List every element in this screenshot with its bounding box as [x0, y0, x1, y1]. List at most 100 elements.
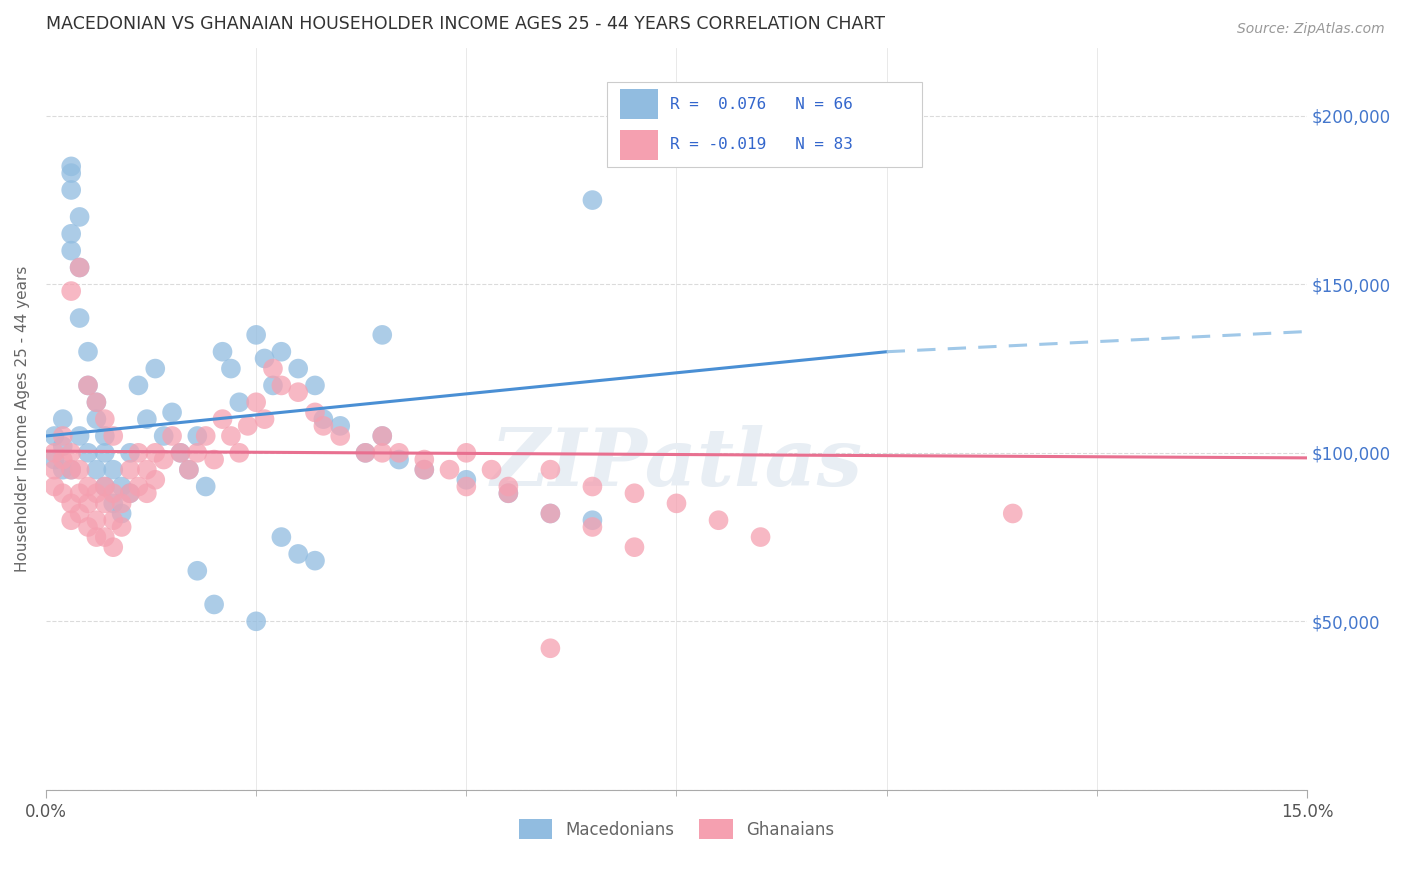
- Point: [312, 412, 335, 426]
- Text: R =  0.076   N = 66: R = 0.076 N = 66: [671, 96, 853, 112]
- Point: [245, 327, 267, 342]
- Legend: Macedonians, Ghanaians: Macedonians, Ghanaians: [512, 813, 841, 846]
- Point: [371, 327, 394, 342]
- Point: [439, 463, 461, 477]
- Point: [94, 412, 117, 426]
- Point: [498, 486, 520, 500]
- Point: [245, 615, 267, 629]
- Point: [52, 412, 75, 426]
- Point: [219, 361, 242, 376]
- Point: [111, 496, 134, 510]
- Point: [44, 479, 66, 493]
- Point: [60, 227, 83, 241]
- Point: [94, 496, 117, 510]
- Point: [103, 486, 125, 500]
- Point: [456, 446, 478, 460]
- Point: [86, 395, 108, 409]
- Point: [538, 641, 561, 656]
- Point: [69, 429, 91, 443]
- Point: [60, 244, 83, 258]
- Point: [143, 361, 166, 376]
- Point: [69, 210, 91, 224]
- Point: [77, 344, 100, 359]
- Point: [77, 378, 100, 392]
- Point: [1001, 507, 1024, 521]
- Point: [143, 473, 166, 487]
- Point: [94, 446, 117, 460]
- Point: [211, 412, 233, 426]
- Point: [245, 395, 267, 409]
- Point: [202, 452, 225, 467]
- Point: [135, 463, 157, 477]
- Point: [194, 479, 217, 493]
- Point: [160, 405, 183, 419]
- Point: [135, 486, 157, 500]
- Point: [371, 429, 394, 443]
- Point: [304, 554, 326, 568]
- Point: [749, 530, 772, 544]
- Y-axis label: Householder Income Ages 25 - 44 years: Householder Income Ages 25 - 44 years: [15, 266, 30, 573]
- Point: [60, 463, 83, 477]
- Point: [143, 446, 166, 460]
- Point: [304, 405, 326, 419]
- Point: [270, 530, 292, 544]
- Point: [111, 520, 134, 534]
- Point: [219, 429, 242, 443]
- Point: [86, 412, 108, 426]
- Point: [253, 351, 276, 366]
- Point: [228, 395, 250, 409]
- Point: [304, 378, 326, 392]
- Point: [177, 463, 200, 477]
- Point: [413, 452, 436, 467]
- Point: [354, 446, 377, 460]
- Point: [538, 507, 561, 521]
- Point: [44, 429, 66, 443]
- Point: [236, 418, 259, 433]
- Point: [103, 463, 125, 477]
- Point: [111, 479, 134, 493]
- Point: [413, 463, 436, 477]
- Point: [69, 486, 91, 500]
- Point: [262, 361, 284, 376]
- Point: [202, 598, 225, 612]
- Point: [581, 193, 603, 207]
- Point: [211, 344, 233, 359]
- Point: [581, 520, 603, 534]
- Point: [186, 429, 208, 443]
- Point: [538, 463, 561, 477]
- Point: [228, 446, 250, 460]
- Point: [665, 496, 688, 510]
- Point: [103, 540, 125, 554]
- FancyBboxPatch shape: [607, 82, 922, 167]
- Point: [86, 513, 108, 527]
- Point: [60, 284, 83, 298]
- Point: [329, 418, 352, 433]
- Point: [581, 513, 603, 527]
- Point: [253, 412, 276, 426]
- Point: [118, 486, 141, 500]
- Point: [152, 429, 174, 443]
- Point: [103, 496, 125, 510]
- Point: [413, 463, 436, 477]
- Point: [707, 513, 730, 527]
- Text: Source: ZipAtlas.com: Source: ZipAtlas.com: [1237, 22, 1385, 37]
- Point: [127, 378, 149, 392]
- Point: [581, 479, 603, 493]
- Point: [623, 486, 645, 500]
- Point: [52, 452, 75, 467]
- Text: MACEDONIAN VS GHANAIAN HOUSEHOLDER INCOME AGES 25 - 44 YEARS CORRELATION CHART: MACEDONIAN VS GHANAIAN HOUSEHOLDER INCOM…: [46, 15, 884, 33]
- Point: [160, 429, 183, 443]
- Point: [77, 479, 100, 493]
- Point: [86, 395, 108, 409]
- Point: [77, 520, 100, 534]
- Point: [94, 429, 117, 443]
- Point: [94, 479, 117, 493]
- Point: [287, 547, 309, 561]
- Point: [498, 486, 520, 500]
- Point: [103, 429, 125, 443]
- Point: [86, 463, 108, 477]
- Point: [270, 378, 292, 392]
- Point: [69, 507, 91, 521]
- Point: [388, 446, 411, 460]
- Point: [60, 166, 83, 180]
